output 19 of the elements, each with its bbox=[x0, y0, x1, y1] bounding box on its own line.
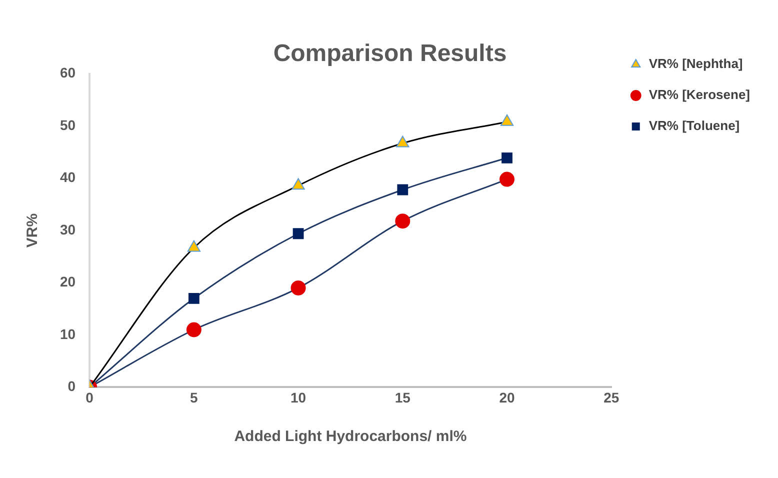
y-tick-label: 20 bbox=[60, 274, 76, 290]
y-tick-label: 10 bbox=[60, 326, 76, 342]
x-tick-label: 5 bbox=[190, 389, 198, 406]
x-tick-label: 20 bbox=[499, 389, 515, 406]
x-axis-title: Added Light Hydrocarbons/ ml% bbox=[234, 428, 467, 446]
legend-label: VR% [Toluene] bbox=[648, 118, 740, 134]
x-tick-label: 0 bbox=[86, 389, 94, 406]
chart-title: Comparison Results bbox=[273, 40, 507, 68]
legend-label: VR% [Kerosene] bbox=[648, 87, 750, 102]
y-tick-label: 30 bbox=[60, 221, 76, 238]
y-tick-label: 50 bbox=[60, 116, 76, 133]
x-tick-label: 25 bbox=[604, 389, 620, 406]
x-tick-label: 15 bbox=[394, 389, 411, 406]
legend-label: VR% [Nephtha] bbox=[648, 56, 743, 72]
y-tick-label: 60 bbox=[60, 64, 76, 81]
y-axis-title: VR% bbox=[24, 213, 42, 248]
y-tick-label: 0 bbox=[68, 378, 76, 394]
x-tick-label: 10 bbox=[290, 389, 306, 406]
y-tick-label: 40 bbox=[60, 169, 76, 186]
